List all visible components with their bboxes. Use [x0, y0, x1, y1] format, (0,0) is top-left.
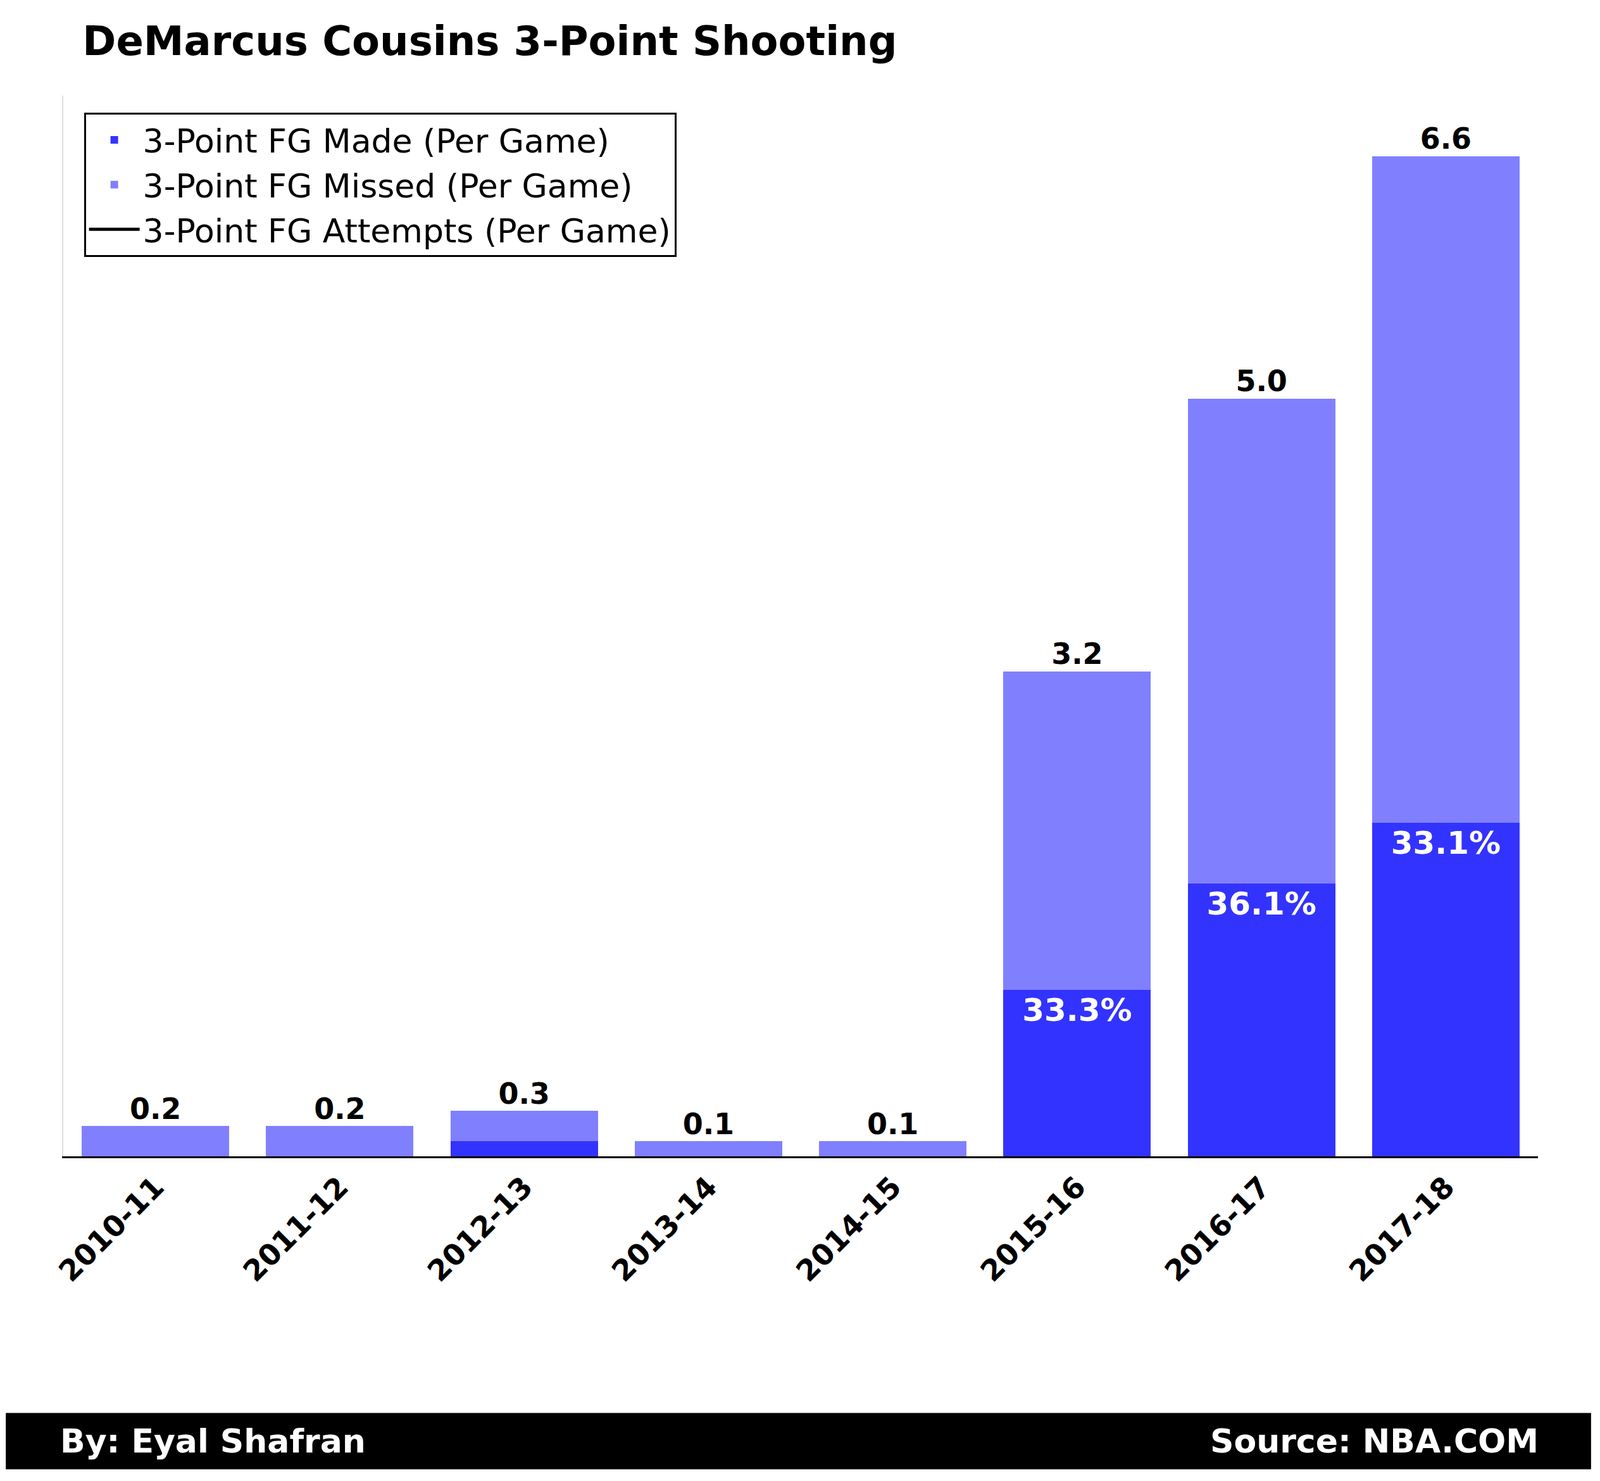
svg-text:3-Point FG Attempts (Per Game): 3-Point FG Attempts (Per Game)	[143, 212, 671, 250]
svg-text:3-Point FG Missed (Per Game): 3-Point FG Missed (Per Game)	[143, 167, 633, 206]
svg-text:0.1: 0.1	[867, 1106, 919, 1142]
svg-text:5.0: 5.0	[1235, 363, 1288, 399]
svg-text:0.2: 0.2	[129, 1091, 182, 1126]
svg-text:2012-13: 2012-13	[420, 1169, 540, 1288]
svg-text:33.1%: 33.1%	[1391, 824, 1501, 862]
svg-text:33.3%: 33.3%	[1022, 991, 1132, 1029]
svg-text:6.6: 6.6	[1420, 121, 1473, 156]
svg-text:2017-18: 2017-18	[1342, 1169, 1461, 1288]
svg-text:2016-17: 2016-17	[1158, 1169, 1277, 1288]
svg-text:0.3: 0.3	[498, 1076, 550, 1111]
svg-text:3-Point FG Made (Per Game): 3-Point FG Made (Per Game)	[143, 122, 610, 161]
svg-text:2011-12: 2011-12	[236, 1169, 355, 1288]
svg-text:0.1: 0.1	[682, 1106, 735, 1142]
svg-text:0.2: 0.2	[313, 1091, 366, 1126]
svg-text:36.1%: 36.1%	[1206, 885, 1316, 923]
svg-text:2013-14: 2013-14	[605, 1169, 724, 1288]
svg-text:3.2: 3.2	[1051, 636, 1104, 671]
svg-text:Source: NBA.COM: Source: NBA.COM	[1210, 1422, 1539, 1461]
svg-text:2010-11: 2010-11	[51, 1169, 171, 1288]
svg-text:2014-15: 2014-15	[789, 1169, 908, 1288]
svg-text:2015-16: 2015-16	[973, 1169, 1092, 1288]
svg-text:By: Eyal Shafran: By: Eyal Shafran	[60, 1422, 366, 1461]
svg-text:DeMarcus Cousins 3-Point Shoot: DeMarcus Cousins 3-Point Shooting	[82, 17, 897, 65]
